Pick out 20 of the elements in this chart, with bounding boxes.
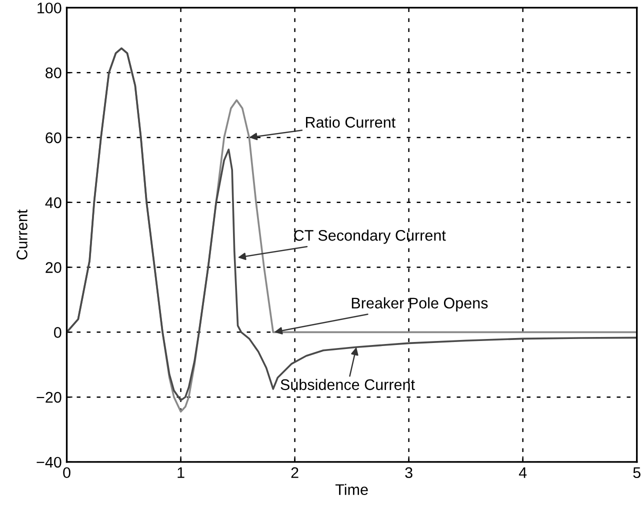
y-tick-label: −40 [36,456,62,468]
annotation: Subsidence Current [280,378,415,390]
x-tick-label: 3 [405,467,412,478]
y-tick-label: 20 [46,262,62,273]
annotation: Breaker Pole Opens [352,297,488,312]
x-tick-label: 5 [633,467,640,478]
y-tick-label: −20 [36,392,62,403]
x-tick-label: 1 [178,467,184,478]
y-tick-label: 0 [54,327,62,338]
y-tick-label: 60 [46,132,62,144]
y-tick-label: 40 [45,197,62,208]
y-tick-label: 100 [38,2,62,14]
x-tick-label: 0 [63,467,70,478]
x-tick-label: 4 [518,467,527,478]
x-tick-label: 2 [291,467,298,478]
y-tick-label: 80 [46,67,62,78]
annotation: Ratio Current [306,116,396,128]
y-axis-title: Current [16,209,28,260]
x-axis-title: Time [335,484,368,496]
annotation: CT Secondary Current [294,230,446,244]
